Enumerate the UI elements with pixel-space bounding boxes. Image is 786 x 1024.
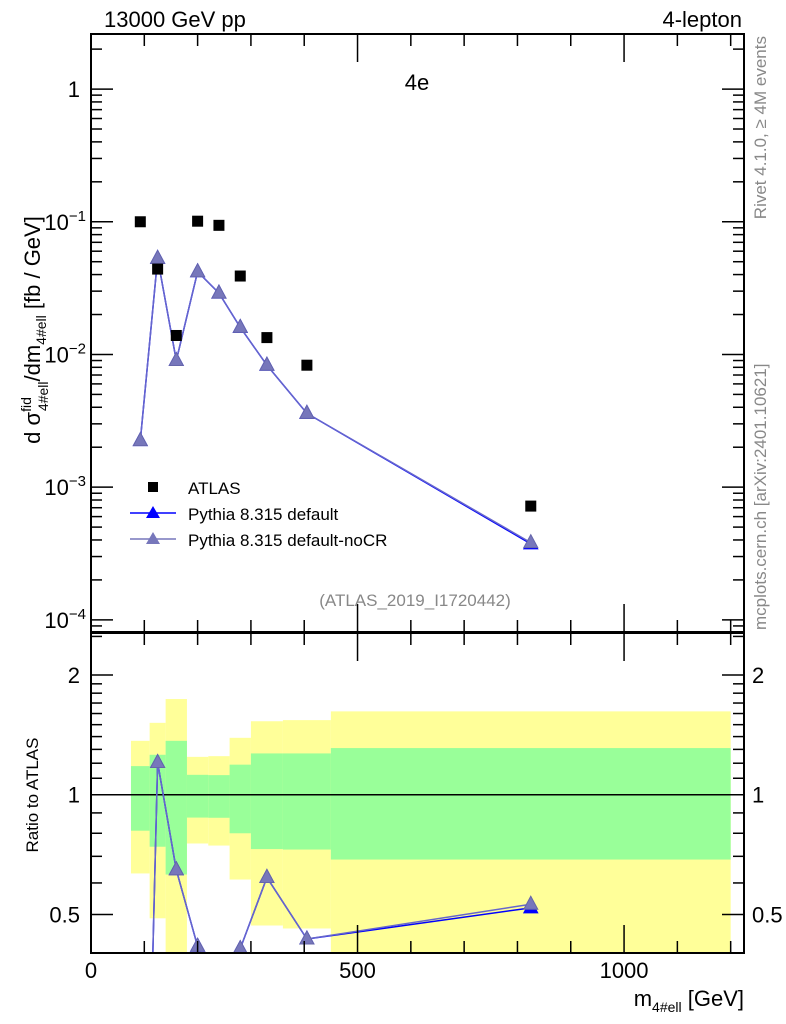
mc-point	[149, 249, 166, 264]
data-point	[134, 216, 146, 228]
data-point	[261, 332, 273, 344]
analysis-label: (ATLAS_2019_I1720442)	[319, 591, 511, 610]
header-left: 13000 GeV pp	[104, 7, 246, 32]
ratio-tick-label-left: 1	[68, 783, 80, 808]
mc-point	[299, 404, 315, 419]
data-point	[525, 500, 537, 512]
ratio-y-axis-title: Ratio to ATLAS	[23, 738, 42, 853]
ratio-point	[299, 929, 315, 945]
ratio-band-inner	[165, 740, 187, 875]
ratio-point	[168, 860, 185, 876]
ratio-tick-label-left: 0.5	[49, 902, 80, 927]
ratio-band-inner	[130, 766, 150, 831]
y-axis-title: d σfid4#ell/dm4#ell [fb / GeV]	[18, 216, 51, 444]
legend-label: Pythia 8.315 default	[188, 505, 339, 524]
y-tick-label: 1	[68, 77, 80, 102]
main-plot-marks	[132, 215, 539, 550]
mc-line-1	[139, 258, 532, 544]
plot-title: 4e	[405, 70, 429, 95]
y-tick-label: 10−1	[44, 208, 86, 235]
data-point	[301, 359, 313, 371]
x-tick-label: 0	[85, 958, 97, 983]
ratio-band-inner	[149, 754, 166, 847]
ratio-band-inner	[208, 775, 230, 818]
mc-point	[259, 356, 275, 371]
mc-point	[168, 351, 185, 367]
ratio-bands	[91, 699, 744, 953]
mc-line-0	[139, 258, 532, 545]
legend: ATLAS Pythia 8.315 default Pythia 8.315 de…	[130, 479, 387, 550]
mc-point	[522, 533, 539, 549]
axes: 0 500 1000 1 10−1 10−2 10−3 10−4 2 2 1 1 0.5 0.5	[44, 34, 783, 983]
legend-marker-triangle	[146, 506, 160, 518]
ratio-plot-marks	[149, 753, 539, 953]
ratio-band-inner	[250, 753, 283, 850]
ratio-point	[149, 753, 166, 769]
mc-point	[232, 318, 249, 333]
data-point	[152, 263, 164, 275]
ratio-tick-label-right: 2	[752, 663, 764, 688]
legend-marker-square	[148, 482, 158, 492]
data-point	[234, 270, 246, 282]
x-axis-title: m4#ell [GeV]	[634, 986, 744, 1015]
x-tick-label: 500	[339, 958, 376, 983]
y-tick-label: 10−2	[44, 340, 86, 367]
y-tick-label: 10−3	[44, 473, 86, 500]
ratio-tick-label-left: 2	[68, 663, 80, 688]
ratio-band-inner	[282, 753, 331, 850]
legend-label: Pythia 8.315 default-noCR	[188, 531, 387, 550]
header-right: 4-lepton	[662, 7, 742, 32]
x-tick-label: 1000	[600, 958, 649, 983]
rivet-version-label: Rivet 4.1.0, ≥ 4M events	[751, 36, 770, 219]
data-point	[213, 219, 225, 231]
legend-marker-triangle	[146, 532, 160, 544]
data-point	[170, 329, 182, 341]
ratio-band-inner	[330, 748, 731, 860]
mcplots-label: mcplots.cern.ch [arXiv:2401.10621]	[751, 364, 770, 630]
ratio-point	[259, 868, 275, 883]
legend-label: ATLAS	[188, 479, 241, 498]
ratio-point	[233, 939, 248, 953]
ratio-frame	[90, 632, 745, 954]
mc-point	[132, 431, 149, 447]
ratio-band-inner	[229, 764, 251, 834]
ratio-band-inner	[186, 774, 209, 818]
ratio-tick-label-right: 1	[752, 783, 764, 808]
ratio-tick-label-right: 0.5	[752, 902, 783, 927]
mc-point	[189, 262, 206, 278]
mc-point	[211, 284, 227, 299]
ratio-point	[522, 895, 539, 910]
y-tick-label: 10−4	[44, 606, 86, 633]
data-point	[192, 215, 204, 227]
